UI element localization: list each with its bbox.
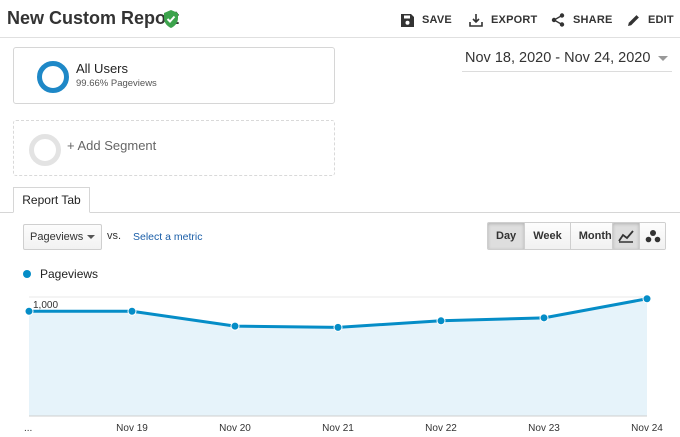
empty-segment-ring-icon (29, 134, 61, 166)
share-label: SHARE (573, 14, 613, 26)
add-segment-label: + Add Segment (67, 138, 157, 153)
granularity-day-button[interactable]: Day (488, 223, 525, 249)
edit-button[interactable]: EDIT (627, 11, 674, 29)
x-tick-label: Nov 19 (116, 423, 148, 434)
line-chart-button[interactable] (613, 223, 639, 249)
granularity-week-button[interactable]: Week (524, 223, 570, 249)
metric-dropdown-label: Pageviews (30, 231, 84, 243)
add-segment-button[interactable]: + Add Segment (13, 120, 335, 176)
x-tick-label: Nov 20 (219, 423, 251, 434)
granularity-month-button[interactable]: Month (569, 223, 620, 249)
save-icon (401, 13, 414, 27)
chart-type-toggle (612, 222, 666, 250)
report-header: New Custom Report SAVE EXPORT SHARE EDIT (0, 0, 680, 38)
share-icon (551, 13, 565, 27)
export-button[interactable]: EXPORT (469, 11, 537, 29)
x-tick-label: Nov 23 (528, 423, 560, 434)
verified-shield-icon (164, 10, 178, 28)
segment-subtitle: 99.66% Pageviews (76, 78, 157, 89)
page-title: New Custom Report (7, 8, 180, 28)
segment-all-users[interactable]: All Users 99.66% Pageviews (13, 47, 335, 104)
date-range-underline (462, 71, 672, 72)
metric-dropdown[interactable]: Pageviews (23, 224, 102, 250)
motion-chart-button[interactable] (639, 223, 665, 249)
date-range-label: Nov 18, 2020 - Nov 24, 2020 (465, 50, 651, 66)
vs-label: vs. (107, 230, 122, 242)
legend-label: Pageviews (40, 267, 99, 281)
y-tick-label: 1,000 (33, 300, 58, 311)
data-point (436, 316, 446, 326)
segment-ring-icon (37, 61, 69, 93)
share-button[interactable]: SHARE (551, 11, 613, 29)
chevron-down-icon (87, 235, 95, 239)
x-tick-label: Nov 22 (425, 423, 457, 434)
date-range-picker[interactable]: Nov 18, 2020 - Nov 24, 2020 (465, 50, 669, 66)
data-point (642, 294, 652, 304)
data-point (127, 306, 137, 316)
data-point (230, 321, 240, 331)
x-tick-label: Nov 24 (631, 423, 663, 434)
edit-label: EDIT (648, 14, 674, 26)
export-label: EXPORT (491, 14, 538, 26)
line-chart-icon (618, 230, 634, 243)
series-area-fill (29, 298, 647, 416)
segment-name: All Users (76, 61, 129, 76)
data-point (24, 306, 34, 316)
data-point (333, 322, 343, 332)
chevron-down-icon (658, 55, 669, 61)
tab-report[interactable]: Report Tab (13, 187, 90, 213)
bubble-chart-icon (645, 230, 660, 243)
granularity-toggle: Day Week Month (487, 222, 621, 250)
x-tick-label: Nov 21 (322, 423, 354, 434)
data-point (539, 313, 549, 323)
legend-swatch (23, 270, 31, 278)
pencil-icon (628, 14, 639, 26)
save-label: SAVE (422, 14, 452, 26)
save-button[interactable]: SAVE (401, 11, 452, 29)
x-tick-label: ... (24, 423, 32, 434)
chart-legend: Pageviews (23, 267, 98, 281)
select-metric-link[interactable]: Select a metric (133, 231, 203, 243)
tab-divider (0, 212, 680, 213)
export-icon (469, 14, 483, 27)
